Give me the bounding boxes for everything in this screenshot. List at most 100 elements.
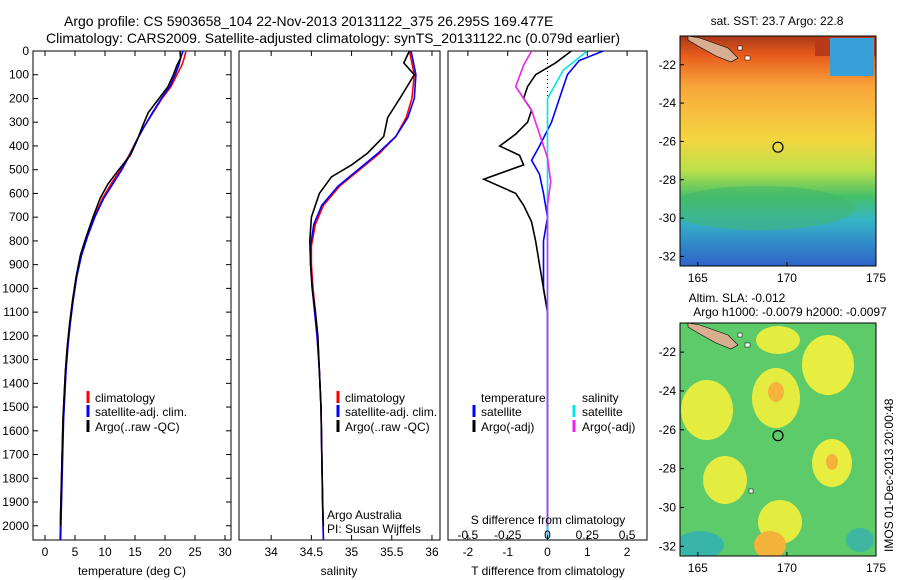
x-tick-label: 34	[264, 545, 278, 559]
x-tick-label: 0	[544, 545, 551, 559]
y-tick-label: 1200	[2, 329, 29, 343]
legend-title-salinity: salinity	[582, 391, 619, 405]
map-x-tick-label: 165	[688, 271, 708, 285]
map-y-tick-label: -30	[659, 211, 677, 225]
new-caledonia-land-2	[687, 323, 739, 350]
y-tick-label: 600	[9, 186, 29, 200]
sla-field	[680, 323, 876, 556]
sla-cool-1	[680, 531, 724, 556]
s-tick-label: 0.5	[619, 528, 636, 542]
y-tick-label: 1300	[2, 353, 29, 367]
map-x-tick-label: 165	[688, 561, 708, 575]
temperature-legend: climatology satellite-adj. clim. Argo(..…	[86, 391, 187, 434]
sst-map-title: sat. SST: 23.7 Argo: 22.8	[711, 14, 844, 28]
sla-map-title: Altim. SLA: -0.012	[689, 291, 786, 305]
map-y-tick-label: -24	[659, 96, 677, 110]
s-difference-label: S difference from climatology	[471, 513, 626, 527]
sst-green-band	[680, 186, 855, 230]
argo-australia-note: Argo Australia	[327, 508, 402, 522]
island-3	[737, 332, 743, 338]
difference-legend: temperature satellite Argo(-adj) salinit…	[472, 391, 635, 434]
map-y-tick-label: -28	[659, 462, 677, 476]
x-tick-label: 1	[584, 545, 591, 559]
legend-label-climatology: climatology	[345, 391, 405, 405]
x-tick-label: 10	[98, 545, 112, 559]
s-tick-label: 0.25	[576, 528, 600, 542]
map-x-tick-label: 170	[777, 271, 797, 285]
pi-note: PI: Susan Wijffels	[327, 522, 421, 536]
y-tick-label: 1800	[2, 471, 29, 485]
sst-argo-location-marker	[772, 141, 784, 153]
y-tick-label: 1600	[2, 424, 29, 438]
x-tick-label: 15	[128, 545, 142, 559]
sla-blob-7	[826, 454, 838, 470]
salinity-xlabel: salinity	[321, 564, 358, 578]
x-tick-label: 35	[345, 545, 359, 559]
y-tick-label: 700	[9, 210, 29, 224]
new-caledonia-land	[687, 36, 739, 63]
legend-label-argo: Argo(..raw -QC)	[95, 420, 180, 434]
legend-label-satellite: satellite-adj. clim.	[345, 405, 437, 419]
map-y-tick-label: -22	[659, 345, 677, 359]
series-line-2	[59, 50, 182, 526]
map-x-tick-label: 170	[777, 561, 797, 575]
temperature-xlabel: temperature (deg C)	[78, 564, 186, 578]
sst-field	[680, 36, 876, 266]
sla-argo-location-marker	[772, 430, 784, 442]
x-tick-label: 20	[158, 545, 172, 559]
x-tick-label: 30	[218, 545, 232, 559]
y-tick-label: 1700	[2, 448, 29, 462]
map-y-tick-label: -32	[659, 539, 677, 553]
x-tick-label: 0	[42, 545, 49, 559]
x-tick-label: 5	[72, 545, 79, 559]
x-tick-label: 35.5	[380, 545, 404, 559]
sst-map-frame	[679, 35, 877, 267]
x-tick-label: -2	[463, 545, 474, 559]
legend-label-argo: Argo(..raw -QC)	[345, 420, 430, 434]
x-tick-label: 34.5	[300, 545, 324, 559]
y-tick-label: 200	[9, 91, 29, 105]
t-difference-xlabel: T difference from climatology	[471, 564, 625, 578]
y-tick-label: 300	[9, 115, 29, 129]
series-line-2	[308, 50, 416, 526]
legend-label-climatology: climatology	[95, 391, 155, 405]
sla-blob-8	[703, 456, 747, 504]
s-tick-label: -0.25	[494, 528, 522, 542]
salinity-legend: climatology satellite-adj. clim. Argo(..…	[336, 391, 437, 434]
map-y-tick-label: -32	[659, 249, 677, 263]
map-y-tick-label: -22	[659, 58, 677, 72]
imos-timestamp: IMOS 01-Dec-2013 20:00:48	[882, 398, 896, 552]
sla-blob-10	[754, 531, 786, 556]
map-y-tick-label: -30	[659, 500, 677, 514]
map-y-tick-label: -28	[659, 173, 677, 187]
series-line-3	[514, 50, 552, 526]
y-tick-label: 1900	[2, 495, 29, 509]
temperature-panel: 0100200300400500600700800900100011001200…	[2, 44, 647, 578]
island-2	[744, 55, 751, 61]
x-tick-label: 36	[425, 545, 439, 559]
y-tick-label: 1500	[2, 400, 29, 414]
legend-label-s-satellite: satellite	[582, 405, 623, 419]
salinity-axes-frame	[238, 50, 441, 541]
sst-cool-patch	[830, 38, 874, 76]
salinity-panel: 34 34.5 35 35.5 36 salinity climatology sate…	[238, 50, 441, 578]
sla-map-subtitle: Argo h1000: -0.0079 h2000: -0.0097	[693, 305, 887, 319]
legend-title-temperature: temperature	[481, 391, 546, 405]
s-tick-label: 0	[544, 528, 551, 542]
map-y-tick-label: -26	[659, 423, 677, 437]
y-tick-label: 800	[9, 234, 29, 248]
island-1	[737, 45, 743, 51]
y-tick-label: 500	[9, 163, 29, 177]
sla-map-frame	[679, 322, 877, 557]
legend-label-s-argo: Argo(-adj)	[582, 420, 635, 434]
sla-blob-2	[802, 335, 854, 395]
x-tick-label: -1	[502, 545, 513, 559]
sla-blob-1	[756, 326, 800, 354]
sla-blob-4	[768, 382, 784, 402]
y-tick-label: 0	[22, 44, 29, 58]
x-tick-label: 25	[188, 545, 202, 559]
difference-panel: -2 -1 0 1 2 -0.5 -0.25 0 0.25 0.5 S difference f…	[447, 50, 648, 578]
map-x-tick-label: 175	[866, 271, 886, 285]
y-tick-label: 400	[9, 139, 29, 153]
